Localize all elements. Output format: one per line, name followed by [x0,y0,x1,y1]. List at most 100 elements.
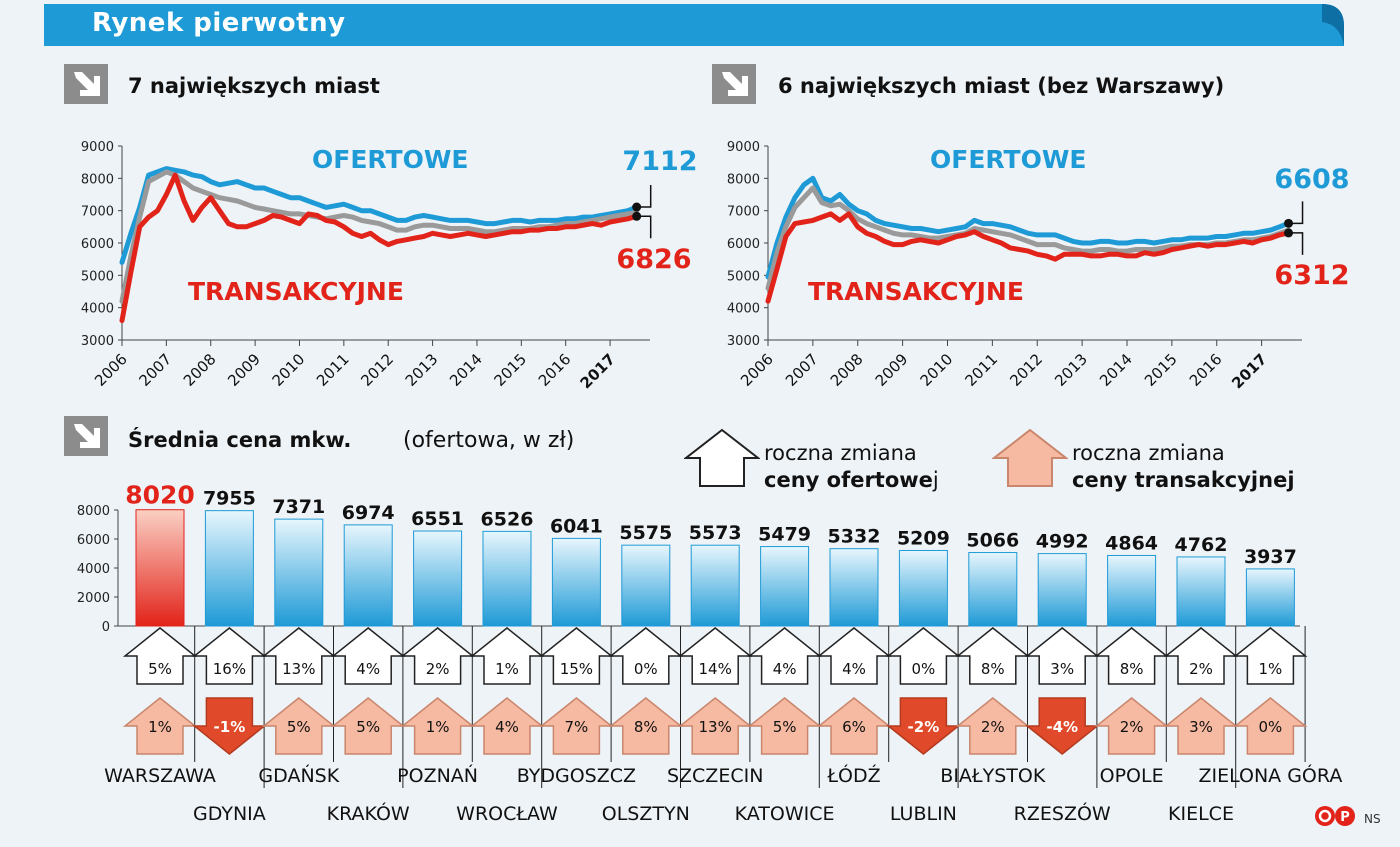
offer-change-arrow-icon [261,627,336,685]
up-arrow-icon [684,428,760,487]
bar-value-label: 8020 [125,481,195,510]
bar-value-label: 6526 [481,508,534,530]
bar-rzeszów [1037,553,1087,627]
bar-value-label: 5332 [828,526,881,548]
y-tick-label: 6000 [727,237,760,252]
series-label-transaction: TRANSAKCYJNE [188,277,404,306]
x-tick-label: 2011 [961,350,1001,390]
y-tick-label: 3000 [81,334,114,349]
bar-lublin [898,549,948,627]
x-tick-label: 2012 [1006,350,1046,390]
city-label: OPOLE [1100,765,1164,787]
city-label: LUBLIN [890,803,957,825]
city-label: RZESZÓW [1014,801,1111,825]
bar-value-label: 5066 [966,530,1019,552]
transaction-change-label: 2% [1120,718,1144,736]
bar-gdańsk [274,518,324,627]
bar-kielce [1176,556,1226,627]
diagonal-arrow-icon [64,64,108,104]
y-tick-label: 0 [102,620,110,635]
line-chart-7-cities: 3000 4000 5000 6000 7000 8000 9000 2006 2007 2008… [81,140,698,392]
offer-change-label: 5% [148,660,172,678]
offer-change-arrow-icon [400,627,475,685]
end-marker [1284,218,1294,228]
offer-change-arrow-icon [955,627,1030,685]
offer-change-arrow-icon [122,627,198,685]
offer-change-label: 16% [213,660,246,678]
x-tick-label: 2006 [91,350,131,390]
x-tick-label: 2016 [1186,350,1226,390]
line-chart-6-cities: 3000 4000 5000 6000 7000 8000 9000 2006 2007 2008… [727,140,1350,392]
offer-change-label: 0% [912,660,936,678]
city-label: KIELCE [1168,803,1234,825]
offer-change-arrow-icon [1233,627,1308,685]
copyright-logo: P NS [1315,806,1381,826]
bar-chart-cities: 0 2000 4000 6000 8000 8020 5% 1% WARSZAWA 7955 16%… [77,481,1342,825]
city-label: GDAŃSK [258,764,339,787]
bar-value-label: 5573 [689,522,742,544]
transaction-change-label: 6% [842,718,866,736]
x-tick-label: 2011 [313,350,353,390]
x-tick-label: 2013 [402,350,442,390]
bar-poznań [413,530,463,627]
x-tick-label: 2008 [180,350,220,390]
bar-value-label: 4992 [1036,531,1089,553]
x-tick-label: 2013 [1051,350,1091,390]
y-tick-label: 9000 [81,140,114,155]
transaction-up-arrow-icon [816,697,892,755]
offer-change-label: 0% [634,660,658,678]
offer-change-label: 1% [495,660,519,678]
y-tick-label: 4000 [727,302,760,317]
transaction-down-arrow-icon [1025,697,1100,755]
bar-value-label: 6974 [342,502,395,524]
legend-offer: roczna zmiana ceny ofertowej [764,440,939,494]
bar-value-label: 4864 [1105,532,1158,554]
series-line-transakcyjne [765,211,1291,304]
offer-change-arrow-icon [816,627,892,685]
transaction-up-arrow-icon [955,697,1030,755]
transaction-change-label: 5% [356,718,380,736]
offer-change-arrow-icon [608,627,683,685]
offer-change-arrow-icon [331,627,406,685]
x-tick-label: 2006 [737,350,777,390]
x-tick-label: 2009 [224,350,264,390]
transaction-up-arrow-icon [1233,697,1308,755]
bar-value-label: 5209 [897,527,950,549]
y-tick-label: 8000 [727,172,760,187]
bar-value-label: 5575 [619,522,672,544]
transaction-change-label: 3% [1189,718,1213,736]
up-arrow-icon [992,428,1068,487]
bar-value-label: 5479 [758,524,811,546]
x-tick-label: 2007 [782,350,822,390]
offer-change-arrow-icon [1094,627,1169,685]
city-label: OLSZTYN [602,803,690,825]
x-tick-label: 2014 [446,350,486,390]
series-label-offer: OFERTOWE [930,145,1087,174]
x-tick-label: 2008 [827,350,867,390]
offer-change-label: 4% [356,660,380,678]
end-marker [632,202,642,212]
diagonal-arrow-icon [712,64,756,104]
city-label: ZIELONA GÓRA [1198,763,1342,787]
y-tick-label: 7000 [727,205,760,220]
y-tick-label: 7000 [81,205,114,220]
offer-change-arrow-icon [539,627,614,685]
x-tick-label: 2014 [1096,350,1136,390]
legend-offer-line1: roczna zmiana [764,441,917,465]
city-label: POZNAŃ [397,764,478,787]
x-tick-label: 2017 [1228,350,1270,392]
y-tick-label: 8000 [77,504,110,519]
transaction-change-label: 1% [426,718,450,736]
legend-offer-bold: ceny ofertowe [764,468,933,492]
transaction-up-arrow-icon [1163,697,1239,755]
bar-value-label: 4762 [1175,534,1228,556]
transaction-up-arrow-icon [678,697,753,755]
series-line-transakcyjne [119,172,640,324]
bar-zielona góra [1245,568,1295,627]
offer-change-label: 4% [842,660,866,678]
city-label: WARSZAWA [104,765,216,787]
transaction-up-arrow-icon [261,697,336,755]
end-value-offer: 6608 [1274,164,1349,195]
bars-note: (ofertowa, w zł) [403,428,575,453]
header-banner [44,4,1344,46]
